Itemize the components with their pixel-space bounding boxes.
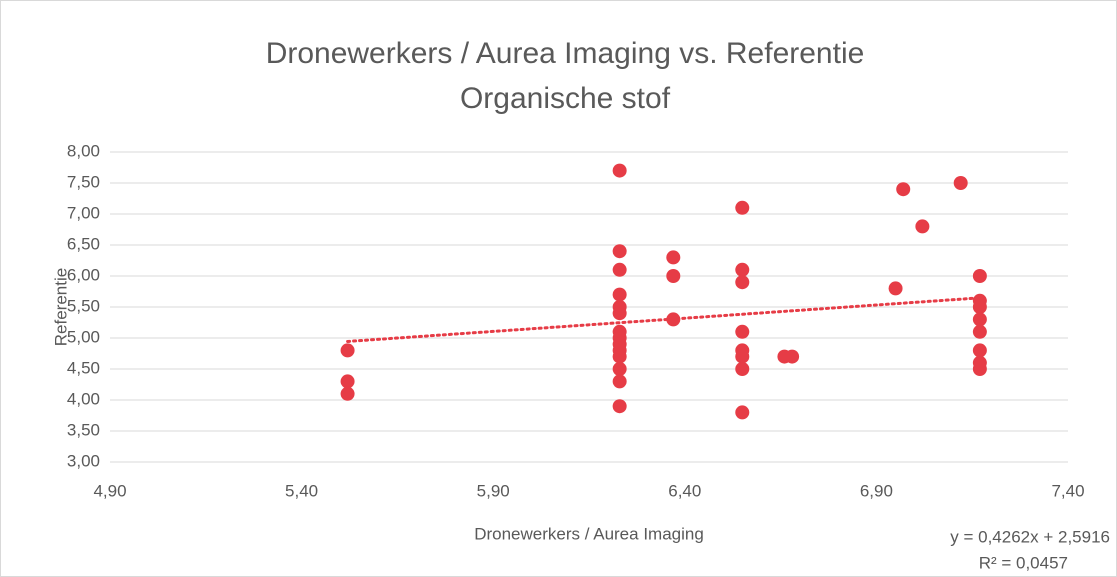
y-tick-label: 3,00: [67, 451, 100, 470]
y-tick-label: 3,50: [67, 420, 100, 439]
point: [735, 200, 750, 215]
y-tick-label: 7,00: [67, 203, 100, 222]
point: [612, 399, 627, 414]
point: [735, 262, 750, 277]
point: [612, 244, 627, 259]
y-tick-label: 5,00: [67, 327, 100, 346]
point: [972, 343, 987, 358]
point: [612, 362, 627, 376]
point: [612, 262, 627, 277]
y-axis-label: Referentie: [51, 268, 70, 346]
point: [612, 163, 627, 178]
x-tick-label: 5,90: [477, 481, 510, 500]
point: [340, 374, 355, 389]
point: [972, 312, 987, 327]
y-tick-label: 4,00: [67, 389, 100, 408]
point: [340, 386, 355, 401]
y-tick-label: 8,00: [67, 141, 100, 160]
x-tick-label: 7,40: [1051, 481, 1084, 500]
point: [666, 269, 681, 283]
point: [953, 176, 968, 190]
chart-subtitle: Organische stof: [460, 82, 671, 115]
x-axis-label: Dronewerkers / Aurea Imaging: [474, 524, 704, 543]
point: [972, 300, 987, 314]
trendline: [346, 296, 982, 343]
x-tick-label: 5,40: [285, 481, 318, 500]
point: [896, 182, 911, 197]
point: [735, 349, 750, 364]
point: [612, 374, 627, 389]
point: [735, 362, 750, 376]
point: [612, 349, 627, 364]
x-tick-label: 6,40: [668, 481, 701, 500]
point: [612, 287, 627, 302]
point: [340, 343, 355, 358]
x-tick-label: 4,90: [93, 481, 126, 500]
y-tick-label: 7,50: [67, 172, 100, 191]
y-tick-label: 5,50: [67, 296, 100, 315]
y-tick-label: 4,50: [67, 358, 100, 377]
point: [785, 349, 800, 364]
point: [972, 269, 987, 283]
y-tick-label: 6,00: [67, 265, 100, 284]
point: [666, 250, 681, 265]
point: [735, 405, 750, 420]
trend-r2: R² = 0,0457: [979, 553, 1068, 572]
trend-equation: y = 0,4262x + 2,5916: [950, 527, 1110, 546]
point: [735, 324, 750, 339]
point: [915, 219, 930, 234]
point: [972, 324, 987, 339]
x-tick-label: 6,90: [860, 481, 893, 500]
chart-title: Dronewerkers / Aurea Imaging vs. Referen…: [266, 37, 865, 70]
y-tick-label: 6,50: [67, 234, 100, 253]
point: [612, 306, 627, 321]
point: [888, 281, 903, 296]
point: [972, 362, 987, 376]
point: [735, 275, 750, 290]
